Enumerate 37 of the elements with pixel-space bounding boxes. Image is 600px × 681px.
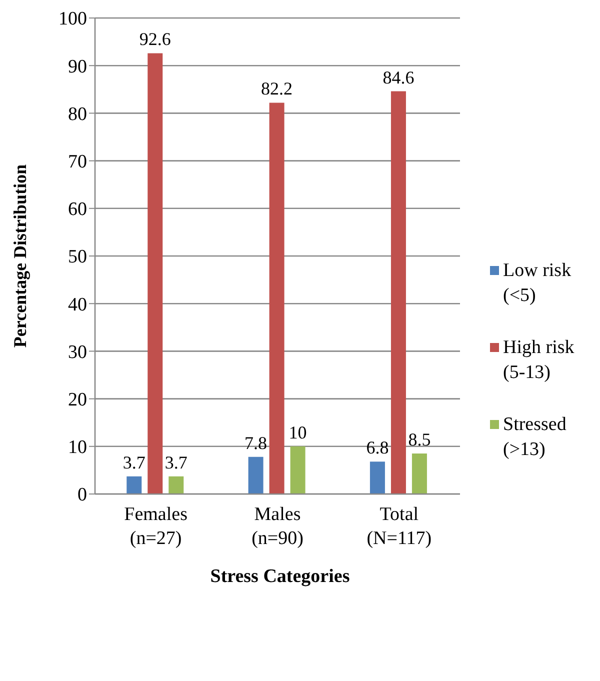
y-axis-title: Percentage Distribution <box>10 164 30 348</box>
legend-label: Stressed (>13) <box>503 413 566 462</box>
y-tick-label: 10 <box>68 437 87 458</box>
y-tick-label: 70 <box>68 152 87 173</box>
bar <box>248 456 264 494</box>
data-label: 6.8 <box>366 438 389 458</box>
data-label: 3.7 <box>164 452 188 472</box>
data-label: 7.8 <box>244 432 268 453</box>
bar <box>168 476 184 494</box>
x-tick-label: Females (n=27) <box>124 504 188 549</box>
data-label: 8.5 <box>408 430 431 450</box>
x-tick-label: Males (n=90) <box>252 504 304 549</box>
legend-label: Low risk (<5) <box>503 259 572 308</box>
x-tick-label: Total (N=117) <box>366 504 432 549</box>
bar <box>370 462 385 494</box>
data-label: 82.2 <box>261 78 293 99</box>
y-tick-label: 30 <box>68 342 87 363</box>
x-axis-title: Stress Categories <box>209 566 351 588</box>
bar <box>390 91 406 494</box>
data-label: 10 <box>288 422 307 442</box>
data-label: 92.6 <box>139 29 171 50</box>
y-tick-label: 100 <box>58 8 87 30</box>
y-tick-label: 20 <box>68 390 87 411</box>
bar <box>126 476 142 494</box>
y-tick-label: 60 <box>68 199 87 220</box>
y-tick-label: 50 <box>68 246 87 268</box>
bar <box>148 53 163 494</box>
bar <box>269 102 284 494</box>
y-tick-label: 80 <box>68 104 87 125</box>
bar <box>290 446 306 494</box>
y-tick-label: 0 <box>78 484 87 506</box>
legend-label: High risk (5-13) <box>503 336 574 385</box>
bar <box>412 454 427 494</box>
y-tick-label: 90 <box>68 56 87 78</box>
data-label: 3.7 <box>122 452 146 472</box>
data-label: 84.6 <box>382 67 414 88</box>
y-tick-label: 40 <box>68 294 87 316</box>
